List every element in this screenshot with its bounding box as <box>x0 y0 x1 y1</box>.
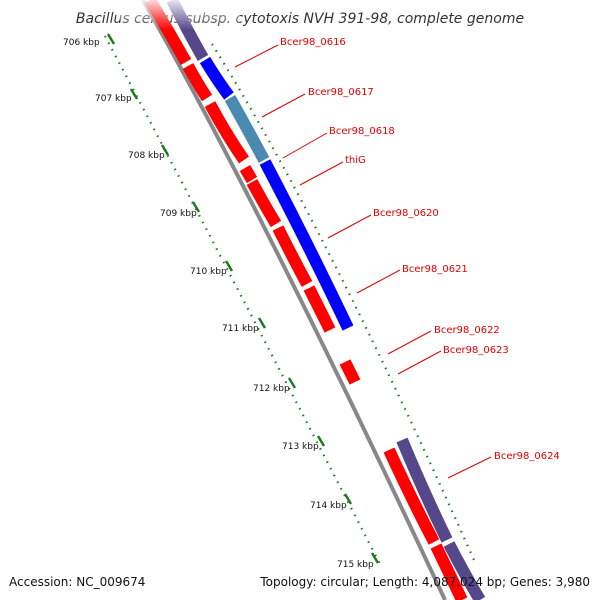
forward-cds-h <box>383 447 440 545</box>
gene-label-group-5: Bcer98_0621 <box>356 264 468 294</box>
gene-label: Bcer98_0618 <box>329 126 395 137</box>
kbp-tick-group-3: 709 kbp <box>160 201 201 219</box>
gene-label: Bcer98_0617 <box>308 87 374 98</box>
kbp-label: 710 kbp <box>190 267 227 277</box>
forward-cds-g <box>339 359 361 385</box>
gene-label-group-0: Bcer98_0616 <box>234 37 346 68</box>
kbp-label: 708 kbp <box>128 151 165 161</box>
gene-label: thiG <box>345 155 366 166</box>
kbp-tick-group-6: 712 kbp <box>253 377 297 394</box>
gene-label-group-6: Bcer98_0622 <box>387 325 500 355</box>
forward-cds-e <box>272 225 313 287</box>
gene-label: Bcer98_0620 <box>373 208 439 219</box>
gene-label-group-7: Bcer98_0623 <box>397 345 509 375</box>
kbp-tick-group-7: 713 kbp <box>282 435 326 452</box>
gene-label-group-8: Bcer98_0624 <box>447 451 560 479</box>
tick-track-line <box>104 35 381 565</box>
kbp-tick-group-2: 708 kbp <box>128 144 170 161</box>
forward-cds-d <box>246 179 282 228</box>
gene-label: Bcer98_0616 <box>280 37 346 48</box>
purple-track-bottom <box>396 437 453 543</box>
top-fade <box>120 0 240 30</box>
topology-label: Topology: circular; Length: 4,087,024 bp… <box>260 575 590 589</box>
forward-cds-c <box>239 165 258 184</box>
kbp-label: 714 kbp <box>310 501 347 511</box>
gene-label-group-4: Bcer98_0620 <box>327 208 439 239</box>
gene-label-group-2: Bcer98_0618 <box>282 126 395 159</box>
outer-tick-track-line <box>211 43 476 561</box>
kbp-label: 713 kbp <box>282 442 319 452</box>
gene-label-group-3: thiG <box>299 155 366 186</box>
kbp-label: 712 kbp <box>253 384 290 394</box>
kbp-tick-group-0: 706 kbp <box>63 33 116 48</box>
accession-label: Accession: NC_009674 <box>9 575 146 589</box>
gene-label: Bcer98_0622 <box>434 325 500 336</box>
forward-cds-b <box>204 101 249 164</box>
kbp-label: 711 kbp <box>222 324 259 334</box>
forward-cds-f <box>303 285 336 333</box>
kbp-label: 707 kbp <box>95 94 132 104</box>
kbp-tick-group-5: 711 kbp <box>222 317 267 334</box>
kbp-label: 715 kbp <box>337 560 374 570</box>
reverse-cds-bcer98-0617 <box>199 56 234 100</box>
reverse-cds-thig <box>259 159 354 331</box>
forward-cds-i <box>430 543 468 600</box>
kbp-label: 706 kbp <box>63 38 100 48</box>
forward-cds-a <box>182 63 213 102</box>
kbp-tick-group-4: 710 kbp <box>190 260 234 277</box>
genome-backbone <box>141 0 447 600</box>
reverse-cds-bcer98-0618 <box>224 95 270 163</box>
kbp-tick-group-9: 715 kbp <box>337 552 380 570</box>
gene-label: Bcer98_0621 <box>402 264 468 275</box>
purple-track-bottom-2 <box>443 541 486 600</box>
gene-label: Bcer98_0623 <box>443 345 509 356</box>
kbp-tick-group-8: 714 kbp <box>310 493 353 511</box>
kbp-tick-group-1: 707 kbp <box>95 88 139 104</box>
gene-label: Bcer98_0624 <box>494 451 560 462</box>
kbp-label: 709 kbp <box>160 209 197 219</box>
gene-label-group-1: Bcer98_0617 <box>261 87 374 118</box>
